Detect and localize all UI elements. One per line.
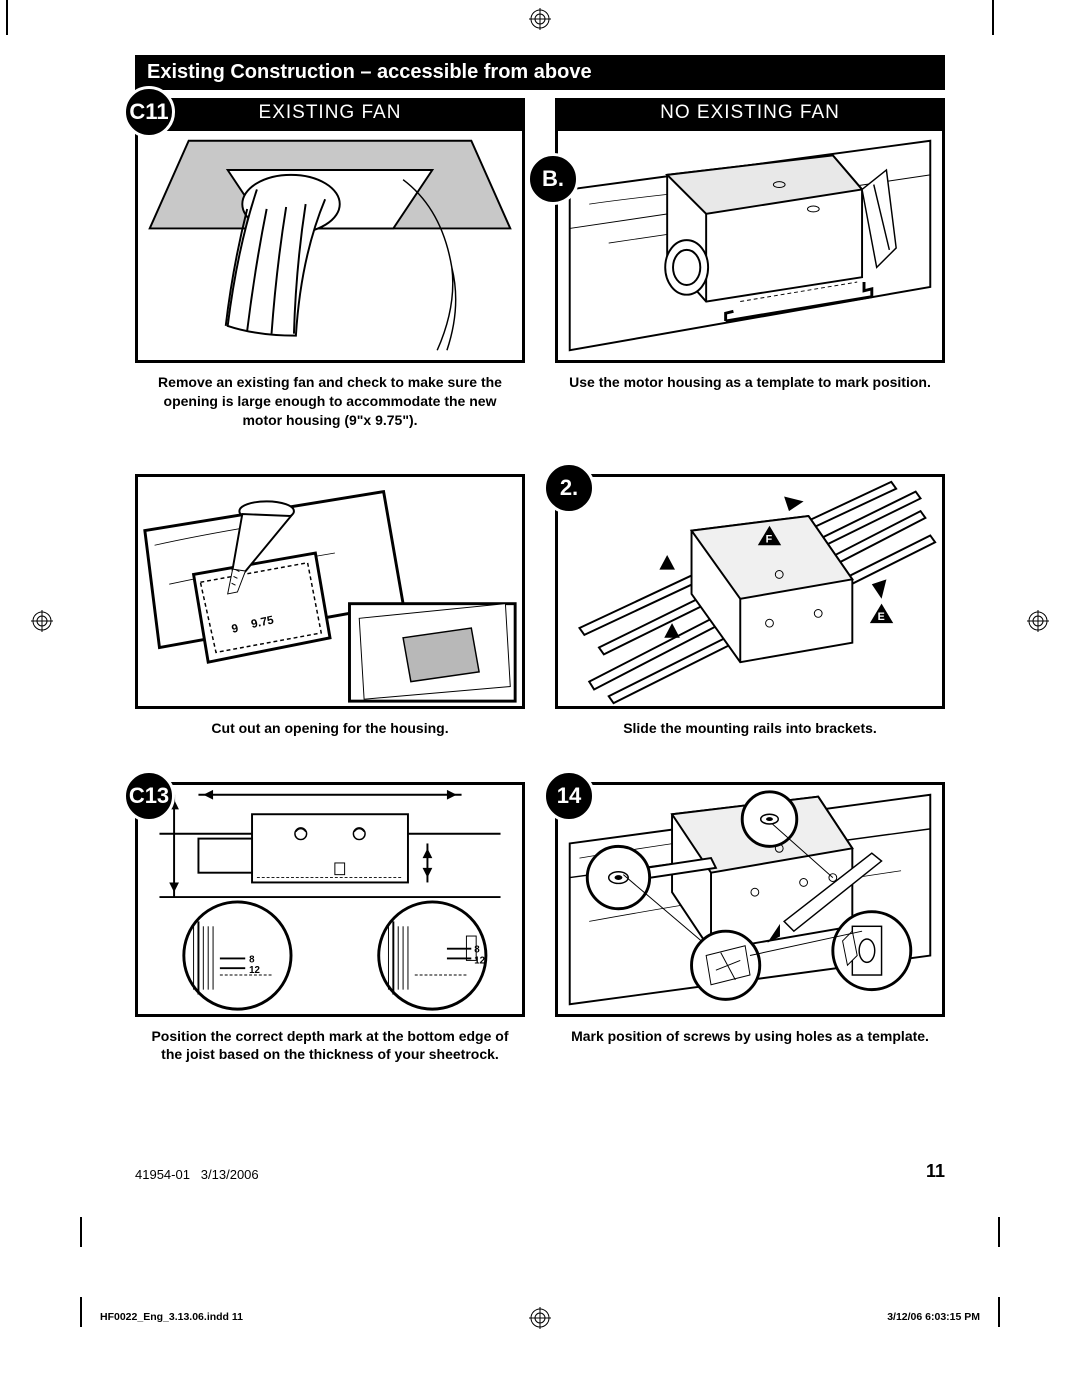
registration-mark-icon bbox=[31, 610, 53, 632]
footer-doc-info: 41954-01 3/13/2006 bbox=[135, 1167, 259, 1182]
triangle-label: F bbox=[766, 533, 773, 545]
registration-mark-icon bbox=[529, 8, 551, 30]
page-content: Existing Construction – accessible from … bbox=[135, 55, 945, 1108]
panel-header: NO EXISTING FAN bbox=[555, 98, 945, 128]
step-badge: C13 bbox=[123, 770, 175, 822]
doc-id: 41954-01 bbox=[135, 1167, 190, 1182]
crop-mark bbox=[998, 1217, 1000, 1247]
figure-row: EXISTING FAN C11 bbox=[135, 98, 945, 430]
depth-mark: 8 bbox=[249, 954, 255, 965]
badge-text: 14 bbox=[557, 783, 581, 809]
doc-date: 3/13/2006 bbox=[201, 1167, 259, 1182]
panel-step14: 14 bbox=[555, 782, 945, 1065]
page-number: 11 bbox=[926, 1161, 945, 1182]
figure-cut-opening: 9 9.75 bbox=[135, 474, 525, 709]
step-badge: B. bbox=[527, 153, 579, 205]
crop-mark bbox=[0, 0, 8, 35]
section-header: Existing Construction – accessible from … bbox=[135, 55, 945, 90]
panel-b: NO EXISTING FAN B. bbox=[555, 98, 945, 430]
badge-text: C11 bbox=[129, 99, 168, 125]
step-badge: 14 bbox=[543, 770, 595, 822]
figure-mark-screws bbox=[555, 782, 945, 1017]
panel-c13: C13 bbox=[135, 782, 525, 1065]
depth-mark: 12 bbox=[249, 965, 260, 976]
panel-c11: EXISTING FAN C11 bbox=[135, 98, 525, 430]
panel-cut: 9 9.75 Cut out an opening for the housin… bbox=[135, 474, 525, 738]
registration-mark-icon bbox=[1027, 610, 1049, 632]
figure-existing-fan bbox=[135, 128, 525, 363]
crop-mark bbox=[80, 1217, 82, 1247]
badge-text: C13 bbox=[129, 783, 169, 809]
depth-mark: 8 bbox=[474, 944, 480, 955]
step-badge: 2. bbox=[543, 462, 595, 514]
indd-footer: HF0022_Eng_3.13.06.indd 11 3/12/06 6:03:… bbox=[100, 1311, 980, 1323]
crop-mark bbox=[992, 0, 1000, 35]
panel-header-text: EXISTING FAN bbox=[259, 102, 402, 124]
figure-mounting-rails: F E bbox=[555, 474, 945, 709]
crop-mark bbox=[998, 1297, 1000, 1327]
panel-header-text: NO EXISTING FAN bbox=[660, 102, 840, 124]
badge-text: B. bbox=[542, 166, 564, 192]
caption: Remove an existing fan and check to make… bbox=[135, 373, 525, 430]
caption: Use the motor housing as a template to m… bbox=[555, 373, 945, 392]
badge-text: 2. bbox=[560, 475, 578, 501]
panel-header: EXISTING FAN bbox=[135, 98, 525, 128]
depth-mark: 12 bbox=[474, 955, 485, 966]
caption: Mark position of screws by using holes a… bbox=[555, 1027, 945, 1046]
indd-timestamp: 3/12/06 6:03:15 PM bbox=[887, 1311, 980, 1323]
caption: Slide the mounting rails into brackets. bbox=[555, 719, 945, 738]
figure-row: 9 9.75 Cut out an opening for the housin… bbox=[135, 474, 945, 738]
triangle-label: E bbox=[878, 611, 885, 623]
indd-file: HF0022_Eng_3.13.06.indd 11 bbox=[100, 1311, 243, 1323]
figure-no-fan bbox=[555, 128, 945, 363]
figure-row: C13 bbox=[135, 782, 945, 1065]
step-badge: C11 bbox=[123, 86, 175, 138]
crop-mark bbox=[80, 1297, 82, 1327]
figure-depth-mark: 8 12 8 12 bbox=[135, 782, 525, 1017]
panel-step2: 2. bbox=[555, 474, 945, 738]
caption: Position the correct depth mark at the b… bbox=[135, 1027, 525, 1065]
caption: Cut out an opening for the housing. bbox=[135, 719, 525, 738]
